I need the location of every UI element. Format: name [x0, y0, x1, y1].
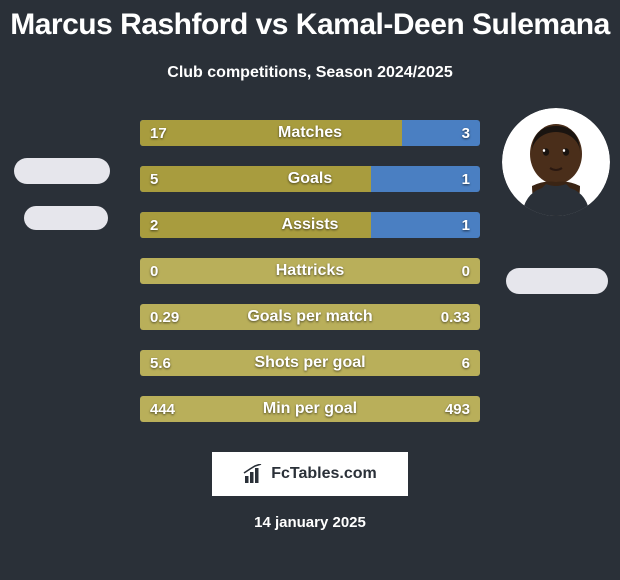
stat-row: 0Hattricks0 [140, 258, 480, 284]
page-title: Marcus Rashford vs Kamal-Deen Sulemana [0, 0, 620, 42]
stat-value-right: 3 [462, 120, 470, 146]
brand-text: FcTables.com [271, 465, 377, 483]
stat-row: 17Matches3 [140, 120, 480, 146]
stat-label: Goals [140, 166, 480, 192]
stat-label: Assists [140, 212, 480, 238]
stat-label: Shots per goal [140, 350, 480, 376]
stat-row: 2Assists1 [140, 212, 480, 238]
stat-label: Hattricks [140, 258, 480, 284]
stat-value-right: 6 [462, 350, 470, 376]
date: 14 january 2025 [0, 514, 620, 531]
stat-value-right: 493 [445, 396, 470, 422]
stat-label: Matches [140, 120, 480, 146]
stat-label: Goals per match [140, 304, 480, 330]
stat-value-right: 0.33 [441, 304, 470, 330]
stat-rows: 17Matches3 5Goals1 2Assists1 0Hattricks0 0.2… [140, 120, 480, 422]
player-right-flag-chip [506, 268, 608, 294]
stats-area: 17Matches3 5Goals1 2Assists1 0Hattricks0 0.2… [0, 120, 620, 422]
stat-row: 444Min per goal493 [140, 396, 480, 422]
stat-value-right: 1 [462, 212, 470, 238]
stat-row: 5Goals1 [140, 166, 480, 192]
player-left-flag-chip [14, 158, 110, 184]
stat-row: 5.6Shots per goal6 [140, 350, 480, 376]
player-left-club-chip [24, 206, 108, 230]
chart-icon [243, 464, 265, 484]
stat-row: 0.29Goals per match0.33 [140, 304, 480, 330]
stat-label: Min per goal [140, 396, 480, 422]
brand-logo: FcTables.com [212, 452, 408, 496]
stat-value-right: 0 [462, 258, 470, 284]
stat-value-right: 1 [462, 166, 470, 192]
player-right-avatar [502, 108, 610, 216]
subtitle: Club competitions, Season 2024/2025 [0, 64, 620, 82]
